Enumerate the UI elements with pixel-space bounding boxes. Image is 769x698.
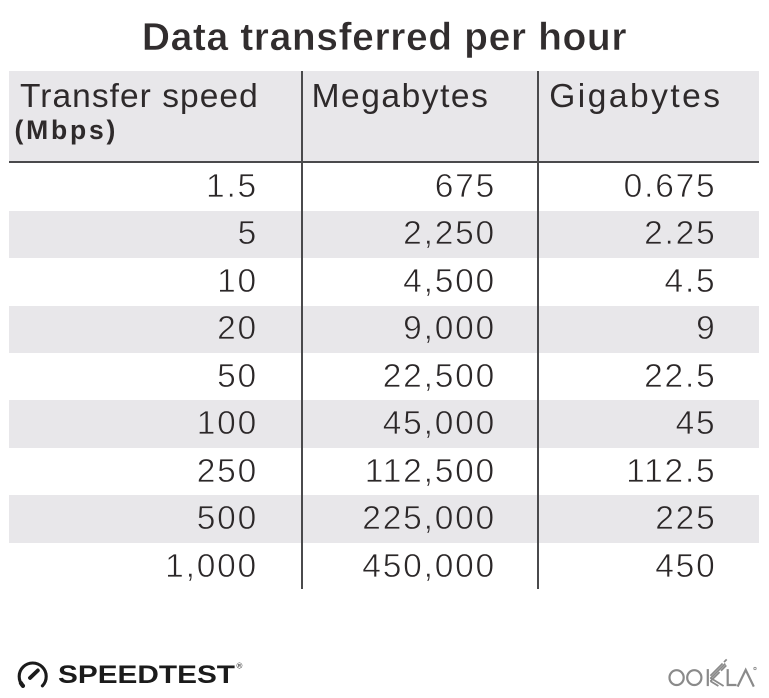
svg-text:SPEEDTEST: SPEEDTEST <box>58 661 235 689</box>
svg-text:®: ® <box>237 662 243 671</box>
